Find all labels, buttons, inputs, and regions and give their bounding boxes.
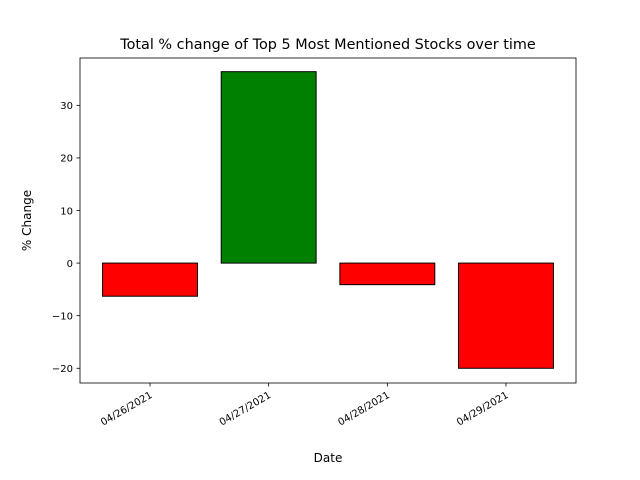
y-tick-label: 10 bbox=[60, 206, 73, 217]
x-tick-label: 04/28/2021 bbox=[336, 390, 391, 428]
y-axis: −20 −10 0 10 20 30 bbox=[52, 101, 80, 375]
x-tick-label: 04/26/2021 bbox=[99, 390, 154, 428]
plot-frame bbox=[79, 57, 577, 384]
y-tick-label: −20 bbox=[52, 364, 73, 375]
x-axis: 04/26/2021 04/27/2021 04/28/2021 04/29/2021 bbox=[99, 383, 510, 428]
bars-layer bbox=[102, 71, 554, 369]
y-tick-label: 0 bbox=[67, 259, 73, 270]
bar-04-27-2021 bbox=[220, 71, 317, 264]
y-tick-label: 30 bbox=[60, 101, 73, 112]
y-axis-label: % Change bbox=[20, 190, 34, 251]
chart-title: Total % change of Top 5 Most Mentioned S… bbox=[119, 37, 536, 53]
x-axis-label: Date bbox=[314, 451, 343, 465]
y-tick-label: 20 bbox=[60, 154, 73, 165]
y-tick-label: −10 bbox=[52, 311, 73, 322]
bar-04-26-2021 bbox=[102, 262, 198, 297]
bar-04-29-2021 bbox=[458, 262, 554, 369]
x-tick-label: 04/27/2021 bbox=[218, 390, 273, 428]
x-tick-label: 04/29/2021 bbox=[455, 390, 510, 428]
bar-04-28-2021 bbox=[339, 262, 436, 286]
